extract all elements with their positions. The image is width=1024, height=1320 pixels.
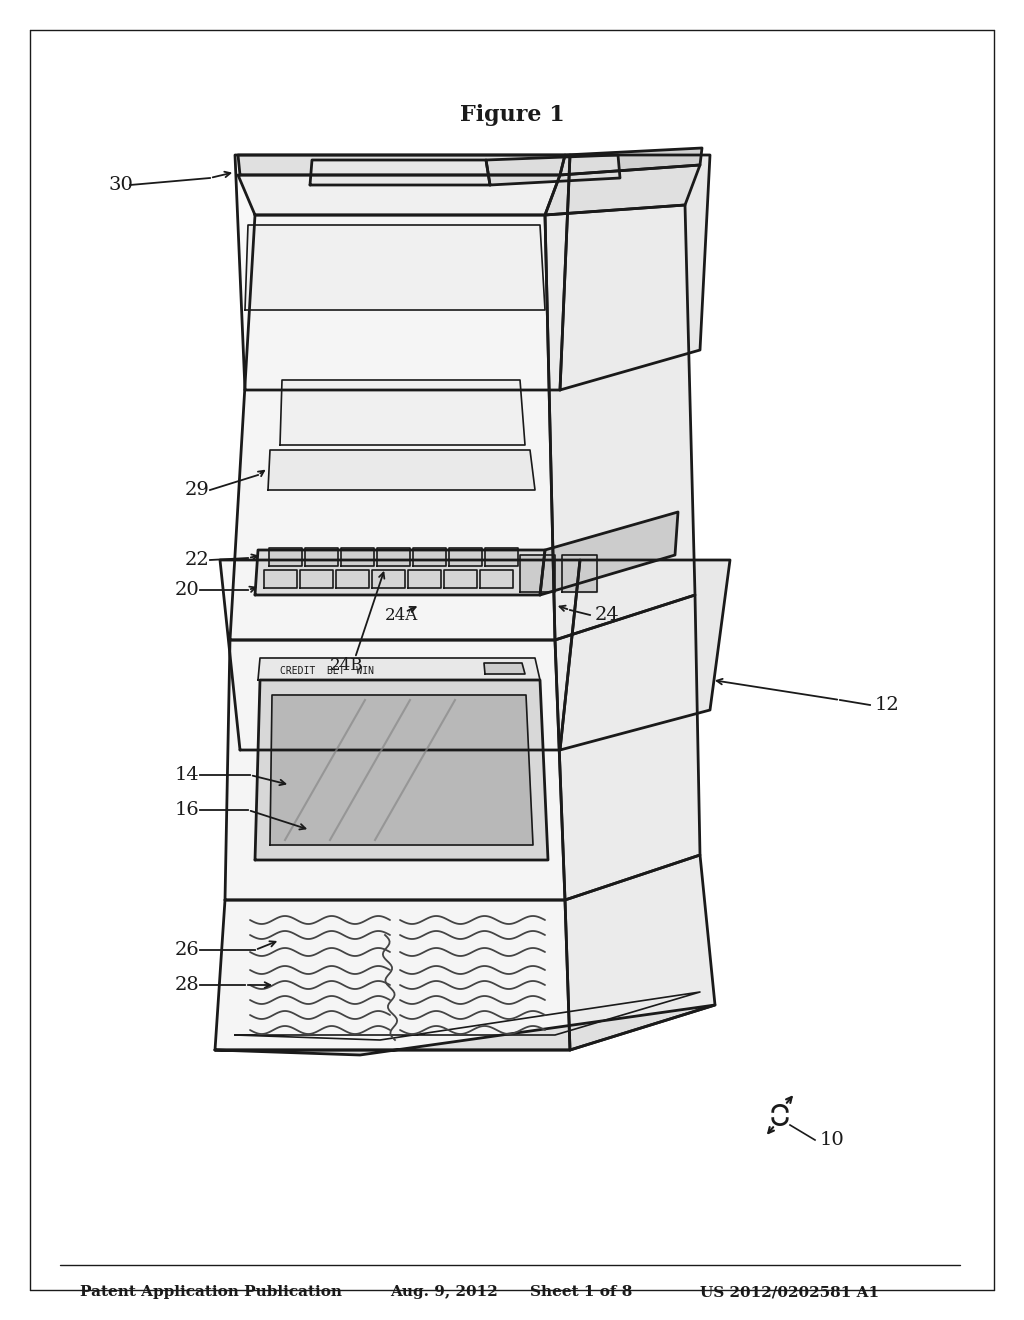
Polygon shape [520,554,555,591]
Text: 16: 16 [175,801,200,818]
Polygon shape [225,640,565,900]
Text: 24: 24 [595,606,620,624]
Polygon shape [372,570,406,587]
Polygon shape [238,154,565,176]
Polygon shape [480,570,513,587]
Polygon shape [565,855,715,1049]
Text: 28: 28 [175,975,200,994]
Polygon shape [255,680,548,861]
Text: 10: 10 [820,1131,845,1148]
Polygon shape [270,696,534,845]
Polygon shape [215,1005,715,1055]
Text: Figure 1: Figure 1 [460,104,564,125]
Text: Sheet 1 of 8: Sheet 1 of 8 [530,1284,633,1299]
Polygon shape [560,154,710,389]
Polygon shape [245,224,545,310]
Polygon shape [258,657,540,680]
Polygon shape [255,550,545,595]
Polygon shape [377,548,410,566]
Polygon shape [413,548,446,566]
Text: US 2012/0202581 A1: US 2012/0202581 A1 [700,1284,880,1299]
Polygon shape [540,512,678,595]
Polygon shape [230,215,555,640]
Text: CREDIT  BET  WIN: CREDIT BET WIN [280,667,374,676]
Polygon shape [280,380,525,445]
Polygon shape [220,560,580,750]
Polygon shape [310,160,490,185]
Text: 29: 29 [185,480,210,499]
Polygon shape [269,548,302,566]
Polygon shape [444,570,477,587]
Text: 20: 20 [175,581,200,599]
Text: 22: 22 [185,550,210,569]
Text: Aug. 9, 2012: Aug. 9, 2012 [390,1284,498,1299]
Polygon shape [234,154,570,389]
Polygon shape [485,548,518,566]
Text: 14: 14 [175,766,200,784]
Polygon shape [484,663,525,675]
Polygon shape [560,560,730,750]
Polygon shape [545,205,695,640]
Polygon shape [238,176,560,215]
Polygon shape [555,595,700,900]
Polygon shape [268,450,535,490]
Polygon shape [300,570,333,587]
Polygon shape [336,570,369,587]
Text: 24B: 24B [330,656,364,673]
Text: 30: 30 [108,176,133,194]
Polygon shape [305,548,338,566]
Polygon shape [264,570,297,587]
Polygon shape [486,154,620,185]
Polygon shape [449,548,482,566]
Text: 12: 12 [874,696,900,714]
Polygon shape [408,570,441,587]
Polygon shape [562,554,597,591]
Text: 26: 26 [175,941,200,960]
Text: 24A: 24A [385,606,418,623]
Polygon shape [560,148,702,176]
Polygon shape [545,165,700,215]
Polygon shape [341,548,374,566]
Text: Patent Application Publication: Patent Application Publication [80,1284,342,1299]
Polygon shape [215,900,570,1049]
